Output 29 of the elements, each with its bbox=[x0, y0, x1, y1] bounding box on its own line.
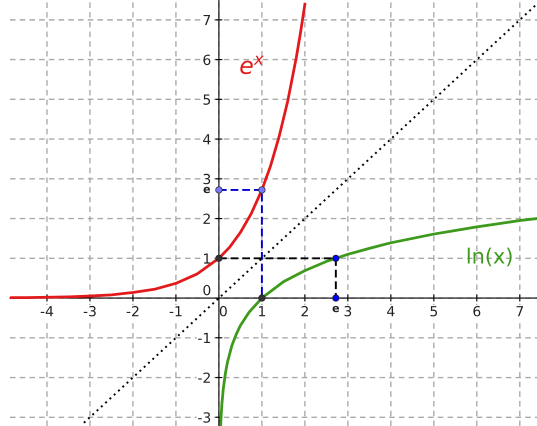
x-tick-label: 3 bbox=[344, 306, 352, 316]
annotation: e bbox=[332, 306, 340, 312]
y-tick-label: -1 bbox=[198, 332, 210, 344]
x-tick-label: 6 bbox=[473, 306, 480, 316]
x-tick-label: -4 bbox=[40, 306, 54, 316]
x-tick-label: 0 bbox=[220, 306, 227, 316]
x-tick-label: 5 bbox=[430, 306, 438, 316]
x-tick-label: 4 bbox=[387, 306, 394, 316]
x-tick-label: 2 bbox=[301, 306, 308, 316]
y-tick-label: -2 bbox=[198, 372, 210, 383]
annotation: e bbox=[204, 186, 210, 194]
y-tick-label: -3 bbox=[198, 412, 210, 423]
y-tick-label: 0 bbox=[203, 284, 210, 296]
annotation: ln(x) bbox=[468, 248, 512, 266]
annotation: e$^{x}$ bbox=[240, 56, 264, 74]
y-tick-label: 6 bbox=[203, 54, 210, 66]
x-tick-label: 7 bbox=[516, 306, 524, 316]
line-series bbox=[10, 2, 306, 300]
y-tick-label: 2 bbox=[203, 214, 210, 224]
y-tick-label: 1 bbox=[204, 253, 210, 264]
y-tick-label: 4 bbox=[203, 134, 210, 144]
y-tick-label: 7 bbox=[204, 15, 210, 26]
y-tick-label: 5 bbox=[204, 94, 210, 105]
x-tick-label: 1 bbox=[259, 306, 266, 316]
x-tick-label: -3 bbox=[84, 306, 96, 316]
x-tick-label: -1 bbox=[170, 306, 182, 316]
line-series bbox=[219, 217, 537, 426]
x-tick-label: -2 bbox=[126, 306, 138, 316]
y-tick-label: 3 bbox=[203, 174, 210, 184]
